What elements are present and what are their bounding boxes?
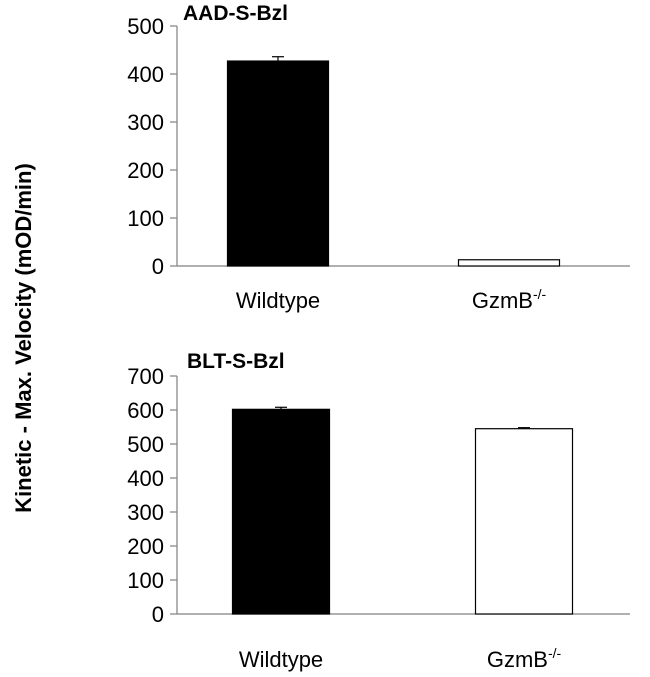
panel-2-y-tick-label: 700 (127, 364, 164, 389)
panel-1-y-tick-label: 200 (127, 158, 164, 183)
panel-1-y-tick-label: 300 (127, 110, 164, 135)
panel-1-y-tick-label: 0 (152, 254, 164, 279)
category-label-text: Wildtype (239, 647, 323, 672)
panel-1-y-tick-label: 400 (127, 62, 164, 87)
panel-1-y-tick-label: 500 (127, 14, 164, 39)
panel-1-bar-2 (457, 259, 561, 267)
panel-2-bar-2 (474, 428, 574, 615)
panel-2-title: BLT-S-Bzl (187, 350, 285, 373)
panel-1-title: AAD-S-Bzl (183, 2, 288, 25)
category-label-text: Wildtype (236, 288, 320, 313)
panel-2-y-tick-label: 200 (127, 534, 164, 559)
panel-2-y-tick-label: 0 (152, 602, 164, 627)
panel-2-y-tick-label: 100 (127, 568, 164, 593)
category-label-text: GzmB (472, 288, 533, 313)
category-label-superscript: -/- (548, 645, 562, 661)
panel-2-y-tick-label: 500 (127, 432, 164, 457)
panel-2-y-tick-label: 300 (127, 500, 164, 525)
panel-2-category-label-2: GzmB-/- (487, 645, 562, 672)
panel-1-category-label-2: GzmB-/- (472, 286, 547, 313)
panel-2-y-tick-label: 400 (127, 466, 164, 491)
category-label-superscript: -/- (533, 286, 547, 302)
panel-2-bar-1 (231, 408, 331, 615)
panel-1-y-tick-label: 100 (127, 206, 164, 231)
panel-1-bar-1 (226, 60, 330, 267)
panel-2-y-tick-label: 600 (127, 398, 164, 423)
panel-1-category-label-1: Wildtype (236, 288, 320, 313)
y-axis-label: Kinetic - Max. Velocity (mOD/min) (11, 163, 36, 513)
category-label-text: GzmB (487, 647, 548, 672)
panel-2-category-label-1: Wildtype (239, 647, 323, 672)
